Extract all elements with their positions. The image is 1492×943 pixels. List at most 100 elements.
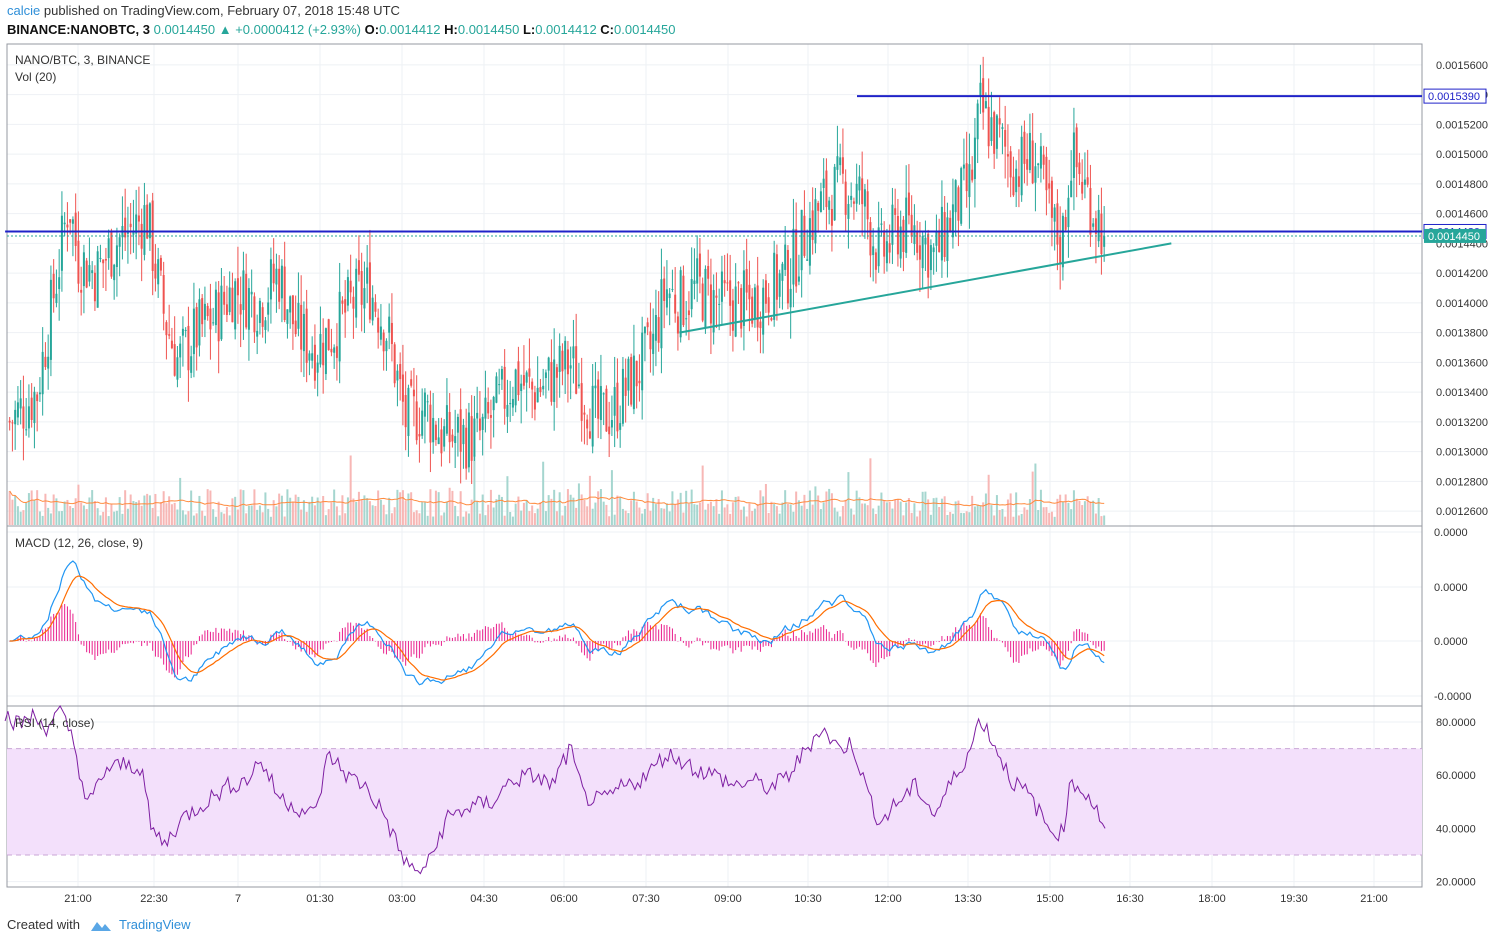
volume-bar (432, 516, 435, 525)
volume-bar (278, 493, 281, 525)
volume-bar (385, 514, 388, 525)
tradingview-link[interactable]: TradingView (119, 917, 191, 932)
macd-histogram-bar (1051, 641, 1053, 656)
candle-body (327, 319, 330, 351)
candle-body (135, 214, 138, 234)
candle-body (836, 156, 839, 170)
volume-bar (558, 492, 561, 525)
macd-histogram-bar (418, 641, 420, 659)
macd-histogram-bar (682, 641, 684, 643)
candle-body (679, 270, 682, 338)
candle-body (621, 368, 624, 424)
volume-bar (740, 509, 743, 525)
candle-body (484, 397, 487, 419)
volume-bar (135, 502, 138, 525)
volume-bar (792, 511, 795, 525)
candle-body (379, 326, 382, 340)
macd-histogram-bar (564, 634, 566, 641)
macd-histogram-bar (548, 637, 550, 641)
volume-bar (588, 475, 591, 525)
volume-bar (621, 508, 624, 525)
volume-bar (641, 513, 644, 525)
candle-body (1015, 168, 1018, 193)
candle-body (253, 296, 256, 333)
candle-body (352, 296, 355, 309)
volume-bar (423, 502, 426, 525)
macd-histogram-bar (209, 631, 211, 641)
candle-body (44, 356, 47, 368)
candle-body (1020, 136, 1023, 196)
macd-histogram-bar (1103, 641, 1105, 651)
macd-histogram-bar (671, 628, 673, 641)
candle-body (1028, 132, 1031, 171)
macd-histogram-bar (559, 635, 561, 641)
macd-histogram-bar (462, 634, 464, 641)
macd-histogram-bar (295, 641, 297, 650)
candle-body (968, 164, 971, 198)
author-link[interactable]: calcie (7, 3, 41, 18)
candle-body (170, 340, 173, 349)
volume-bar (195, 513, 198, 525)
macd-histogram-bar (924, 641, 926, 644)
volume-bar (731, 502, 734, 525)
candle-body (396, 370, 399, 381)
price-tick-label: 0.0013600 (1436, 357, 1488, 369)
candle-body (852, 201, 855, 204)
candle-body (822, 178, 825, 189)
macd-histogram-bar (152, 641, 154, 651)
candle-body (137, 215, 140, 222)
volume-bar (448, 487, 451, 525)
close-label: C: (600, 22, 615, 37)
volume-bar (162, 491, 165, 525)
macd-histogram-bar (850, 641, 852, 648)
volume-bar (602, 501, 605, 525)
volume-bar (465, 511, 468, 525)
candle-body (1023, 131, 1026, 164)
publish-text: published on TradingView.com, February 0… (43, 3, 400, 18)
macd-histogram-bar (168, 641, 170, 673)
macd-histogram-bar (993, 637, 995, 641)
candle-body (341, 300, 344, 304)
macd-histogram-bar (627, 630, 629, 641)
candle-body (319, 334, 322, 365)
volume-bar (905, 502, 908, 525)
volume-bar (619, 496, 622, 525)
macd-histogram-bar (377, 641, 379, 647)
candle-body (264, 320, 267, 330)
candle-body (146, 204, 149, 239)
volume-bar (954, 501, 957, 525)
candle-body (245, 273, 248, 328)
candle-body (726, 282, 729, 284)
macd-histogram-bar (542, 641, 544, 643)
macd-histogram-bar (616, 641, 618, 646)
candle-body (190, 356, 193, 373)
time-tick-label: 07:30 (632, 893, 660, 905)
macd-histogram-bar (358, 622, 360, 641)
candle-body (8, 420, 11, 423)
macd-histogram-bar (1059, 641, 1061, 666)
macd-histogram-bar (325, 641, 327, 644)
volume-bar (877, 505, 880, 525)
volume-bar (649, 510, 652, 525)
macd-histogram-bar (919, 641, 921, 647)
volume-bar (729, 513, 732, 525)
volume-bar (209, 490, 212, 525)
candle-body (786, 249, 789, 304)
volume-bar (410, 492, 413, 525)
volume-bar (594, 502, 597, 525)
macd-histogram-bar (339, 631, 341, 641)
volume-bar (338, 515, 341, 525)
macd-histogram-bar (495, 623, 497, 641)
volume-bar (250, 505, 253, 525)
macd-histogram-bar (647, 621, 649, 641)
volume-bar (291, 502, 294, 525)
macd-histogram-bar (1007, 641, 1009, 652)
volume-bar (374, 505, 377, 525)
macd-histogram-bar (1062, 641, 1064, 661)
candle-body (11, 422, 14, 424)
time-tick-label: 18:00 (1198, 893, 1226, 905)
macd-histogram-bar (768, 641, 770, 647)
candle-body (520, 383, 523, 392)
candle-body (19, 398, 22, 409)
